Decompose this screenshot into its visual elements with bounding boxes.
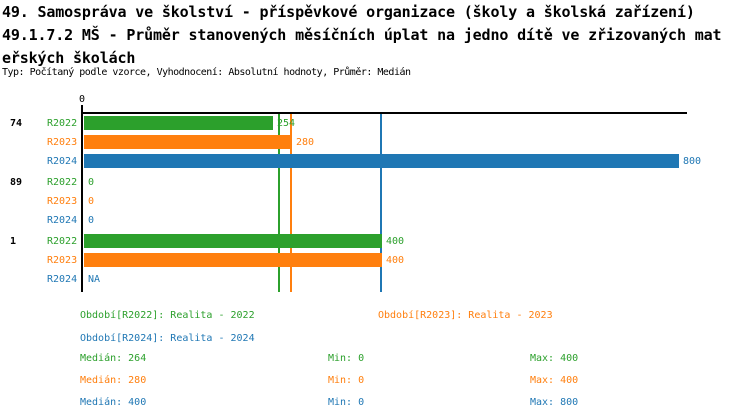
chart-row: R2023 280 [0,133,750,152]
bar-value-label: 280 [296,137,315,148]
chart-row: 89 R2022 0 [0,173,750,192]
bar-chart: 0 74 R2022 254 R2023 280 R2024 800 89 R2… [0,94,750,292]
chart-row: R2024 NA [0,270,750,289]
median-stat-r2022: Medián: 264 [80,353,147,364]
bar-value-label: 400 [386,255,405,266]
series-label: R2023 [47,137,78,148]
group-id-label: 74 [10,118,23,129]
series-label: R2024 [47,215,78,226]
x-axis-zero-tick-label: 0 [78,94,86,105]
bar-value-label: 0 [88,177,95,188]
min-stat-r2024: Min: 0 [328,397,365,408]
max-stat-r2023: Max: 400 [530,375,579,386]
series-label: R2022 [47,118,78,129]
series-label: R2022 [47,177,78,188]
group-id-label: 1 [10,236,17,247]
min-stat-r2023: Min: 0 [328,375,365,386]
median-line-r2022 [278,114,280,292]
series-label: R2022 [47,236,78,247]
legend-item-r2022: Období[R2022]: Realita - 2022 [80,310,255,321]
page-title-line3: eřských školách [2,49,136,67]
chart-meta-line: Typ: Počítaný podle vzorce, Vyhodnocení:… [2,67,411,78]
chart-row: 74 R2022 254 [0,114,750,133]
bar-value-label: 0 [88,215,95,226]
page-title-line1: 49. Samospráva ve školství - příspěvkové… [2,3,695,21]
series-label: R2024 [47,156,78,167]
group-id-label: 89 [10,177,23,188]
series-label: R2023 [47,255,78,266]
value-bar [84,154,679,168]
bar-value-label: 254 [277,118,296,129]
value-bar [84,116,273,130]
median-line-r2024 [380,114,382,292]
chart-row: R2024 800 [0,152,750,171]
bar-value-label: 800 [683,156,702,167]
bar-value-label: NA [88,274,101,285]
max-stat-r2024: Max: 800 [530,397,579,408]
min-stat-r2022: Min: 0 [328,353,365,364]
series-label: R2024 [47,274,78,285]
legend-item-r2024: Období[R2024]: Realita - 2024 [80,333,255,344]
bar-value-label: 400 [386,236,405,247]
y-axis-line [81,105,83,292]
median-stat-r2023: Medián: 280 [80,375,147,386]
chart-row: R2024 0 [0,211,750,230]
chart-row: R2023 400 [0,251,750,270]
legend-item-r2023: Období[R2023]: Realita - 2023 [378,310,553,321]
value-bar [84,253,382,267]
value-bar [84,234,382,248]
max-stat-r2022: Max: 400 [530,353,579,364]
x-axis-line [81,112,687,114]
series-label: R2023 [47,196,78,207]
median-line-r2023 [290,114,292,292]
bar-value-label: 0 [88,196,95,207]
value-bar [84,135,292,149]
chart-row: 1 R2022 400 [0,232,750,251]
median-stat-r2024: Medián: 400 [80,397,147,408]
chart-row: R2023 0 [0,192,750,211]
page-title-line2: 49.1.7.2 MŠ - Průměr stanovených měsíční… [2,26,722,44]
